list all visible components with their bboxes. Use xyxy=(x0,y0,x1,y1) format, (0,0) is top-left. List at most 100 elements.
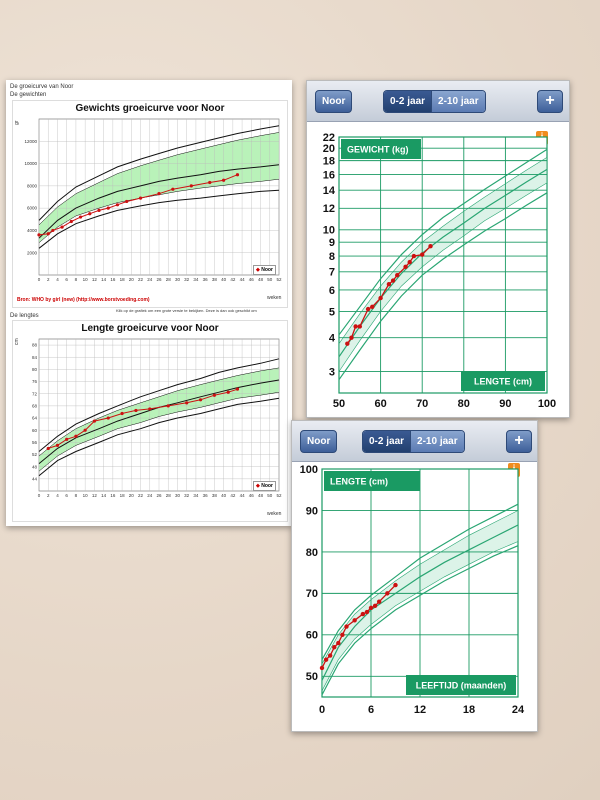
y-tick-label: 4000 xyxy=(27,228,38,233)
age-range-tabs: 0-2 jaar 2-10 jaar xyxy=(383,90,486,113)
data-point xyxy=(336,640,341,646)
data-point xyxy=(403,264,408,270)
y-tick-label: 10 xyxy=(323,225,335,237)
app-screen-length: Noor 0-2 jaar 2-10 jaar + i 061218245060… xyxy=(291,420,538,732)
x-tick-label: 6 xyxy=(65,277,68,282)
data-point xyxy=(332,645,337,650)
data-point xyxy=(376,599,382,604)
back-button[interactable]: Noor xyxy=(300,430,338,453)
x-tick-label: 26 xyxy=(156,493,162,498)
x-tick-label: 24 xyxy=(147,277,153,282)
x-tick-label: 48 xyxy=(258,277,264,282)
data-point xyxy=(370,304,375,309)
data-point xyxy=(222,178,226,182)
series-line-noor xyxy=(48,388,238,449)
data-point xyxy=(65,437,69,441)
y-tick-label: 80 xyxy=(306,547,318,559)
y-tick-label: 16 xyxy=(323,169,335,181)
percentile-curve-band-low xyxy=(338,182,548,372)
data-point xyxy=(319,665,325,671)
y-tick-label: 56 xyxy=(32,440,38,445)
legend-marker-icon: ◆ xyxy=(256,483,260,489)
percentile-curve-band-high xyxy=(38,367,280,457)
data-point xyxy=(344,624,349,629)
y-tick-label: 7 xyxy=(329,267,335,279)
length-chart-panel[interactable]: Lengte groeicurve voor Noor 0 2 4 6 8 10 12 14 1… xyxy=(12,320,288,522)
x-tick-label: 52 xyxy=(276,493,282,498)
data-point xyxy=(148,407,152,411)
x-tick-label: 46 xyxy=(249,493,255,498)
y-tick-label: 5 xyxy=(329,306,335,318)
y-tick-label: 60 xyxy=(306,630,318,642)
data-point xyxy=(208,180,212,185)
add-button[interactable]: + xyxy=(537,90,563,113)
doc-section-weights: De gewichten xyxy=(10,92,47,98)
length-legend: ◆ Noor xyxy=(253,481,276,491)
y-tick-label: 88 xyxy=(32,343,38,348)
navigation-bar: Noor 0-2 jaar 2-10 jaar + xyxy=(307,81,569,122)
data-point xyxy=(390,278,396,283)
data-point xyxy=(51,228,55,233)
length-chart-title: Lengte groeicurve voor Noor xyxy=(81,323,219,334)
y-tick-label: 68 xyxy=(32,403,38,408)
x-tick-label: 60 xyxy=(374,398,386,410)
data-point xyxy=(166,404,170,408)
add-button[interactable]: + xyxy=(506,430,532,453)
y-tick-label: 2000 xyxy=(27,250,38,255)
x-tick-label: 20 xyxy=(129,277,135,282)
data-point xyxy=(106,416,110,420)
length-x-unit: weken xyxy=(267,511,282,517)
length-chart: 0 2 4 6 8 10 12 14 16 18 20 22 24 26 28 30 32 34 36 38 40 42 4… xyxy=(32,338,282,498)
y-tick-label: 6 xyxy=(329,285,335,297)
data-point xyxy=(134,408,138,413)
percentile-curve-outer-low xyxy=(38,397,280,477)
data-point xyxy=(378,295,383,301)
data-point xyxy=(69,219,73,224)
x-tick-label: 8 xyxy=(75,493,78,498)
x-tick-label: 38 xyxy=(212,277,218,282)
data-point xyxy=(46,232,50,236)
y-tick-label: 9 xyxy=(329,237,335,249)
percentile-curve-band-low xyxy=(321,541,519,691)
normal-range-band xyxy=(339,157,547,372)
y-tick-label: 6000 xyxy=(27,206,38,211)
y-axis-label-box xyxy=(324,471,420,491)
x-tick-label: 4 xyxy=(56,493,59,498)
data-point xyxy=(74,434,78,438)
y-tick-label: 50 xyxy=(306,671,318,683)
tab-0-2-jaar[interactable]: 0-2 jaar xyxy=(363,431,411,452)
data-point xyxy=(185,401,189,405)
data-point xyxy=(327,653,333,658)
plot-area xyxy=(338,136,548,394)
back-button[interactable]: Noor xyxy=(315,90,353,113)
y-tick-label: 12000 xyxy=(24,139,37,144)
weight-source: Bron: WHO by girl (new) (http://www.bors… xyxy=(17,297,150,303)
percentile-curve-outer-high xyxy=(38,125,280,221)
data-point xyxy=(46,446,50,451)
x-axis-label-box xyxy=(406,675,516,695)
y-tick-label: 72 xyxy=(32,391,38,396)
data-point xyxy=(60,225,64,229)
tab-2-10-jaar[interactable]: 2-10 jaar xyxy=(431,91,485,112)
y-axis-label: LENGTE (cm) xyxy=(330,477,388,487)
tab-0-2-jaar[interactable]: 0-2 jaar xyxy=(384,91,432,112)
data-point xyxy=(353,324,358,329)
y-tick-label: 10000 xyxy=(24,161,37,166)
x-axis-label: LEEFTIJD (maanden) xyxy=(416,681,507,691)
percentile-curve-outer-high xyxy=(321,503,519,660)
x-tick-label: 2 xyxy=(47,493,50,498)
x-tick-label: 6 xyxy=(65,493,68,498)
data-point xyxy=(92,419,96,423)
percentile-curve-median xyxy=(321,524,519,681)
x-tick-label: 18 xyxy=(463,704,475,716)
data-point xyxy=(138,196,143,200)
x-tick-label: 16 xyxy=(110,277,116,282)
data-point xyxy=(420,252,425,257)
weight-chart-panel[interactable]: Gewichts groeicurve voor Noor 0 2 4 6 8 10 12 1… xyxy=(12,100,288,308)
data-point xyxy=(407,259,412,265)
tab-2-10-jaar[interactable]: 2-10 jaar xyxy=(410,431,464,452)
weight-chart: 0 2 4 6 8 10 12 14 16 18 20 22 24 26 28 30 32 34 36 38 40 42 4… xyxy=(24,118,282,282)
growth-document: De groeicurve van Noor De gewichten Gewi… xyxy=(6,80,292,526)
x-tick-label: 12 xyxy=(92,277,98,282)
